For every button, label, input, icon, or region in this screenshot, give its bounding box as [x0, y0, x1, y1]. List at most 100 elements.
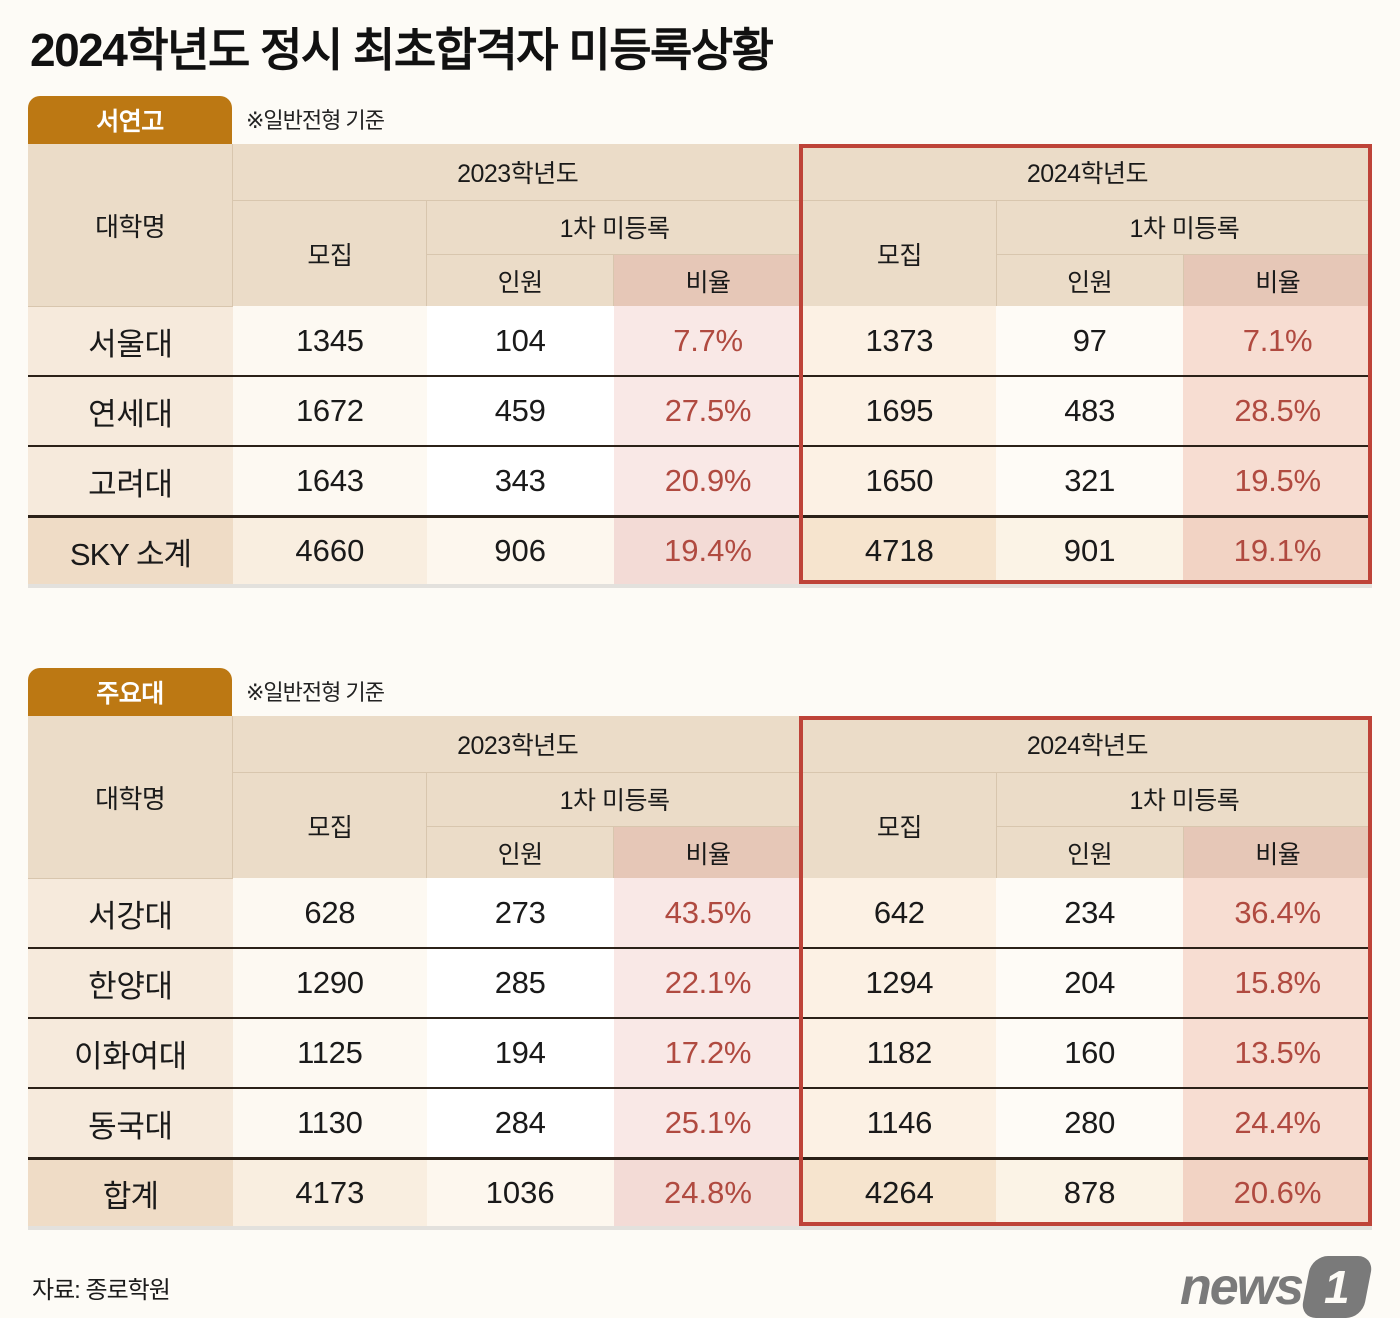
cell-recruit-2023: 1672: [232, 376, 427, 448]
note-general-admission-2: ※일반전형 기준: [246, 680, 385, 706]
cell-recruit-2023: 1345: [232, 306, 427, 378]
cell-university-name: 서강대: [28, 878, 233, 950]
cell-count-2023: 284: [426, 1088, 614, 1159]
cell-university-name: 동국대: [28, 1088, 233, 1159]
table-1-badge-row: 서연고 ※일반전형 기준: [28, 96, 1372, 145]
cell-total-ratio-2024: 20.6%: [1183, 1156, 1372, 1227]
cell-ratio-2024: 24.4%: [1183, 1088, 1372, 1159]
news1-logo-mark-digit: 1: [1324, 1261, 1350, 1314]
cell-total-label: 합계: [28, 1156, 233, 1227]
cell-count-2024: 234: [996, 878, 1184, 950]
cell-count-2023: 273: [426, 878, 614, 950]
header-count-2023-t1: 인원: [426, 254, 614, 307]
cell-total-recruit-2023: 4660: [232, 514, 427, 585]
cell-recruit-2023: 1130: [232, 1088, 427, 1159]
page-title: 2024학년도 정시 최초합격자 미등록상황: [30, 24, 774, 76]
header-ratio-2023-t1: 비율: [613, 254, 803, 307]
footer: 자료: 종로학원 news 1: [28, 1256, 1375, 1318]
cell-total-recruit-2024: 4264: [802, 1156, 997, 1227]
header-ratio-2024-t2: 비율: [1182, 826, 1372, 879]
cell-ratio-2023: 27.5%: [613, 376, 803, 448]
cell-ratio-2023: 7.7%: [613, 306, 803, 378]
cell-count-2023: 194: [426, 1018, 614, 1090]
header-year-2023-t2: 2023학년도: [232, 716, 803, 773]
cell-count-2023: 104: [426, 306, 614, 378]
cell-count-2023: 343: [426, 446, 614, 517]
news1-logo-mark: 1: [1299, 1256, 1375, 1318]
cell-ratio-2024: 7.1%: [1183, 306, 1372, 378]
badge-seoyeongo: 서연고: [28, 96, 232, 145]
header-year-2024-t2: 2024학년도: [801, 716, 1372, 773]
cell-ratio-2024: 13.5%: [1183, 1018, 1372, 1090]
cell-total-count-2024: 878: [996, 1156, 1184, 1227]
table-row: 고려대 1643 343 20.9% 1650 321 19.5%: [28, 446, 1372, 517]
cell-university-name: 고려대: [28, 446, 233, 517]
table-1-wrapper: 대학명 2023학년도 2024학년도 모집 1차 미등록 모집 1차 미등록 …: [28, 144, 1372, 585]
table-sky: 대학명 2023학년도 2024학년도 모집 1차 미등록 모집 1차 미등록 …: [28, 144, 1372, 585]
table-major-universities: 대학명 2023학년도 2024학년도 모집 1차 미등록 모집 1차 미등록 …: [28, 716, 1372, 1227]
header-recruit-2024-t1: 모집: [801, 200, 997, 307]
header-unreg-2023-t1: 1차 미등록: [426, 200, 803, 255]
cell-ratio-2023: 20.9%: [613, 446, 803, 517]
header-unreg-2023-t2: 1차 미등록: [426, 772, 803, 827]
cell-total-ratio-2023: 24.8%: [613, 1156, 803, 1227]
cell-recruit-2024: 1146: [802, 1088, 997, 1159]
news1-logo: news 1: [1179, 1256, 1375, 1318]
cell-ratio-2024: 19.5%: [1183, 446, 1372, 517]
cell-ratio-2023: 43.5%: [613, 878, 803, 950]
cell-total-count-2023: 1036: [426, 1156, 614, 1227]
table-row: 동국대 1130 284 25.1% 1146 280 24.4%: [28, 1088, 1372, 1159]
news1-logo-text: news: [1179, 1258, 1304, 1317]
table-row: 서울대 1345 104 7.7% 1373 97 7.1%: [28, 306, 1372, 378]
cell-count-2024: 160: [996, 1018, 1184, 1090]
table-spacer: [28, 584, 1372, 646]
cell-total-count-2024: 901: [996, 514, 1184, 585]
header-ratio-2024-t1: 비율: [1182, 254, 1372, 307]
table-row: 이화여대 1125 194 17.2% 1182 160 13.5%: [28, 1018, 1372, 1090]
cell-count-2023: 285: [426, 948, 614, 1020]
cell-count-2024: 280: [996, 1088, 1184, 1159]
cell-total-recruit-2023: 4173: [232, 1156, 427, 1227]
cell-total-ratio-2023: 19.4%: [613, 514, 803, 585]
cell-recruit-2023: 628: [232, 878, 427, 950]
header-count-2024-t1: 인원: [995, 254, 1184, 307]
table-row: 서강대 628 273 43.5% 642 234 36.4%: [28, 878, 1372, 950]
header-count-2023-t2: 인원: [426, 826, 614, 879]
cell-university-name: 이화여대: [28, 1018, 233, 1090]
cell-recruit-2023: 1643: [232, 446, 427, 517]
cell-ratio-2023: 22.1%: [613, 948, 803, 1020]
cell-university-name: 서울대: [28, 306, 233, 378]
header-count-2024-t2: 인원: [995, 826, 1184, 879]
table-2-badge-row: 주요대 ※일반전형 기준: [28, 668, 1372, 717]
cell-ratio-2023: 25.1%: [613, 1088, 803, 1159]
cell-total-recruit-2024: 4718: [802, 514, 997, 585]
table-total-row: 합계 4173 1036 24.8% 4264 878 20.6%: [28, 1156, 1372, 1227]
cell-recruit-2024: 1294: [802, 948, 997, 1020]
cell-count-2024: 204: [996, 948, 1184, 1020]
badge-juyodae: 주요대: [28, 668, 232, 717]
cell-recruit-2024: 1650: [802, 446, 997, 517]
cell-total-count-2023: 906: [426, 514, 614, 585]
cell-university-name: 연세대: [28, 376, 233, 448]
cell-total-label: SKY 소계: [28, 514, 233, 585]
cell-recruit-2023: 1125: [232, 1018, 427, 1090]
header-recruit-2024-t2: 모집: [801, 772, 997, 879]
note-general-admission-1: ※일반전형 기준: [246, 108, 385, 134]
cell-ratio-2024: 15.8%: [1183, 948, 1372, 1020]
cell-total-ratio-2024: 19.1%: [1183, 514, 1372, 585]
header-unreg-2024-t2: 1차 미등록: [995, 772, 1372, 827]
cell-recruit-2024: 1373: [802, 306, 997, 378]
cell-recruit-2023: 1290: [232, 948, 427, 1020]
header-university-name-1: 대학명: [28, 144, 233, 307]
header-recruit-2023-t2: 모집: [232, 772, 427, 879]
table-row: 연세대 1672 459 27.5% 1695 483 28.5%: [28, 376, 1372, 448]
cell-university-name: 한양대: [28, 948, 233, 1020]
cell-ratio-2023: 17.2%: [613, 1018, 803, 1090]
cell-ratio-2024: 28.5%: [1183, 376, 1372, 448]
table-row: 한양대 1290 285 22.1% 1294 204 15.8%: [28, 948, 1372, 1020]
cell-recruit-2024: 1695: [802, 376, 997, 448]
table-total-row: SKY 소계 4660 906 19.4% 4718 901 19.1%: [28, 514, 1372, 585]
header-year-2023-t1: 2023학년도: [232, 144, 803, 201]
cell-recruit-2024: 1182: [802, 1018, 997, 1090]
header-recruit-2023-t1: 모집: [232, 200, 427, 307]
